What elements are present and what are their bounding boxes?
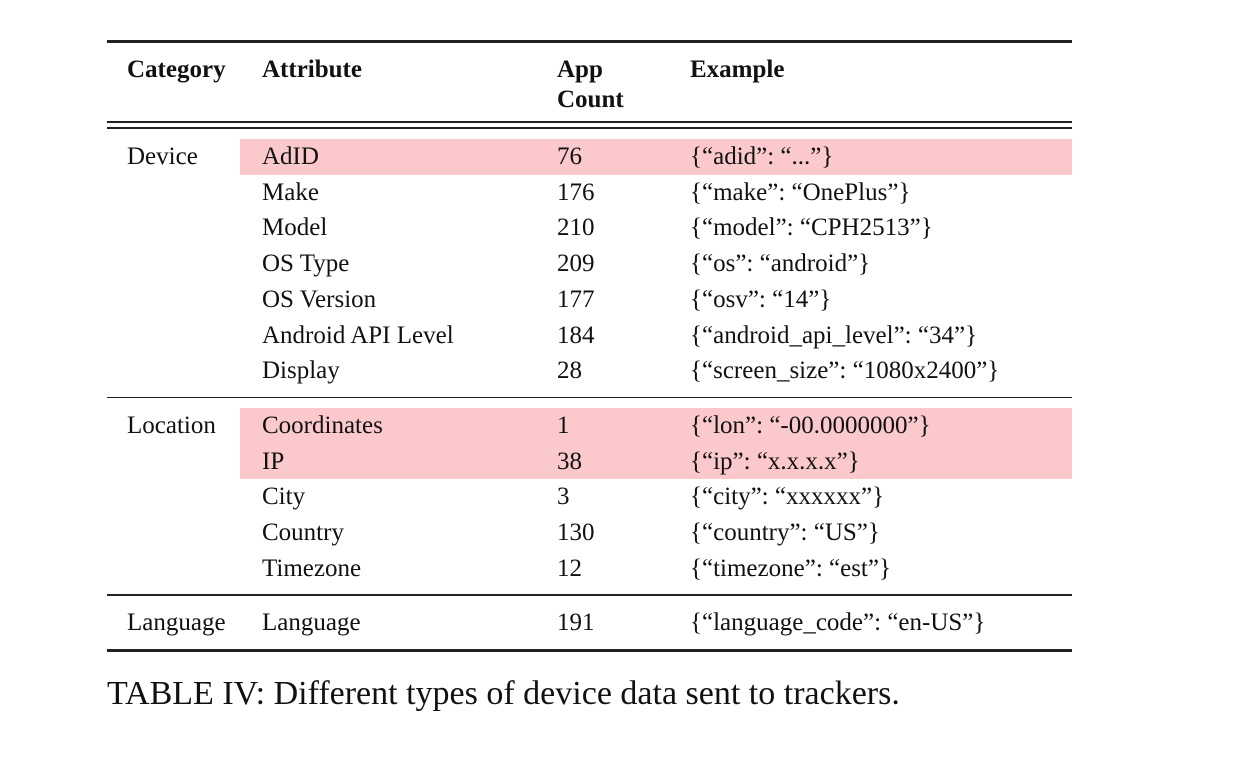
app-count: 191 (557, 609, 595, 637)
category: Location (127, 411, 216, 439)
attribute: Make (262, 178, 319, 206)
example: {“android_api_level”: “34”} (690, 321, 978, 349)
highlight (240, 407, 1072, 444)
example: {“timezone”: “est”} (690, 554, 891, 582)
example: {“model”: “CPH2513”} (690, 214, 933, 242)
app-count: 184 (557, 321, 595, 349)
app-count: 38 (557, 447, 582, 475)
highlight (240, 443, 1072, 480)
app-count: 177 (557, 285, 595, 313)
example: {“make”: “OnePlus”} (690, 178, 911, 206)
attribute: Timezone (262, 554, 362, 582)
rule (107, 649, 1072, 652)
attribute: Coordinates (262, 411, 383, 439)
column-header: Example (690, 56, 785, 83)
attribute: OS Type (262, 250, 350, 278)
attribute: OS Version (262, 285, 377, 313)
example: {“lon”: “-00.0000000”} (690, 411, 931, 439)
app-count: 130 (557, 519, 595, 546)
rule (107, 396, 1072, 399)
attribute: Model (262, 214, 328, 242)
example: {“os”: “android”} (690, 250, 871, 278)
app-count: 12 (557, 554, 582, 582)
app-count: 28 (557, 357, 582, 385)
column-header: Attribute (262, 56, 362, 83)
attribute: Language (262, 609, 361, 637)
highlight (240, 139, 1072, 175)
app-count: 210 (557, 214, 595, 242)
attribute: AdID (262, 143, 319, 170)
example: {“country”: “US”} (690, 519, 880, 546)
example: {“osv”: “14”} (690, 285, 832, 313)
attribute: Display (262, 357, 340, 385)
example: {“city”: “xxxxxx”} (690, 483, 885, 511)
rule (107, 594, 1072, 596)
rule (107, 121, 1072, 123)
app-count: 1 (557, 411, 570, 439)
rule (107, 40, 1072, 43)
attribute: IP (262, 447, 285, 475)
example: {“screen_size”: “1080x2400”} (690, 357, 1000, 385)
table-caption: TABLE IV: Different types of device data… (107, 675, 900, 712)
attribute: Country (262, 519, 344, 546)
attribute: City (262, 483, 306, 511)
app-count: 209 (557, 250, 595, 278)
column-header: Category (127, 56, 226, 83)
category: Language (127, 609, 226, 637)
attribute: Android API Level (262, 321, 454, 349)
category: Device (127, 143, 198, 170)
app-count: 176 (557, 178, 595, 206)
rule (107, 127, 1072, 129)
example: {“ip”: “x.x.x.x”} (690, 447, 860, 475)
app-count: 76 (557, 143, 582, 170)
example: {“adid”: “...”} (690, 143, 834, 170)
column-header: App Count (557, 56, 624, 113)
example: {“language_code”: “en-US”} (690, 609, 986, 637)
app-count: 3 (557, 483, 570, 511)
